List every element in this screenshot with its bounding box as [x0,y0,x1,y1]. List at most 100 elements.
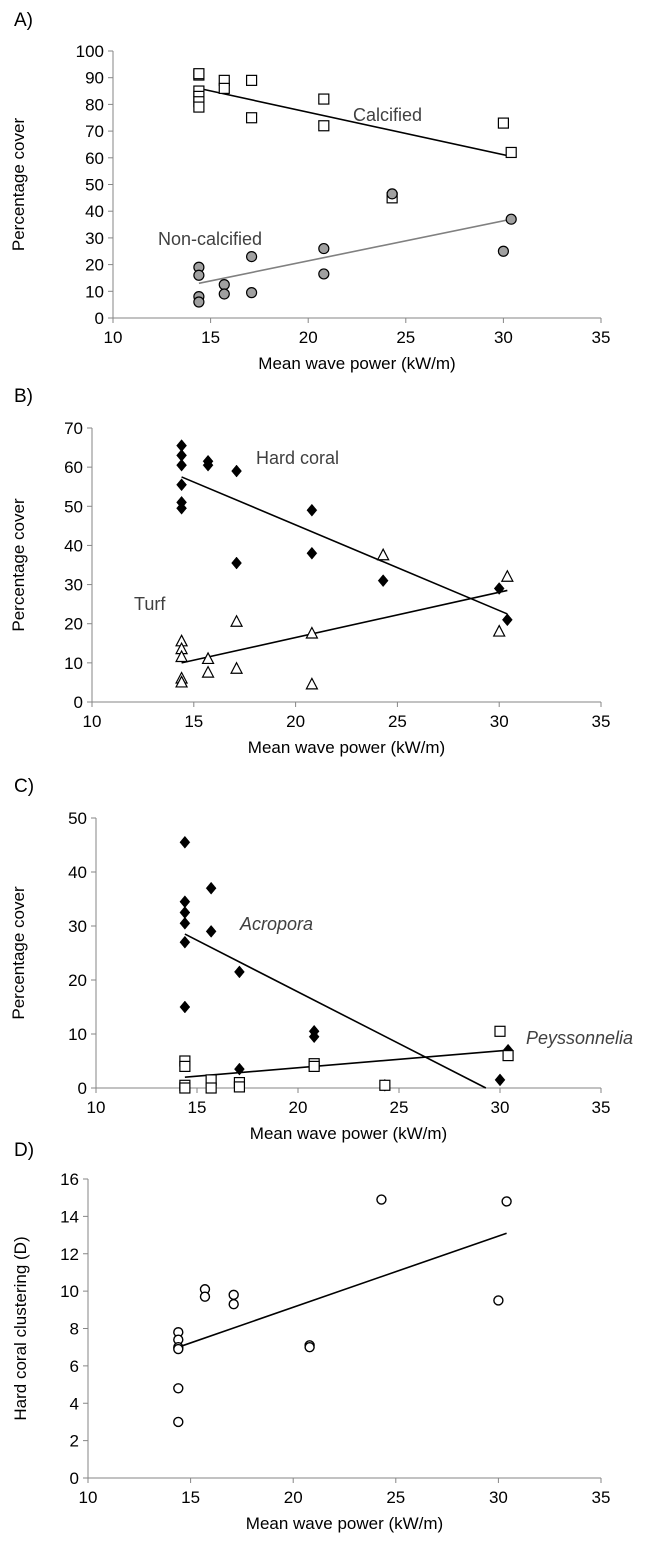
data-point [318,242,330,255]
x-tick-label: 10 [83,712,102,731]
data-point [176,458,187,472]
y-tick-label: 100 [76,42,104,61]
data-point [500,569,514,582]
panel-label: D) [14,1140,34,1161]
data-point [245,287,258,299]
x-axis-title: Mean wave power (kW/m) [248,738,445,757]
y-tick-label: 6 [70,1357,79,1376]
y-tick-label: 40 [85,202,104,221]
x-tick-label: 15 [184,712,203,731]
data-point [494,1025,506,1037]
data-point [306,546,318,560]
x-tick-label: 15 [201,328,220,347]
data-point [245,74,258,86]
y-tick-label: 70 [64,419,83,438]
x-tick-label: 25 [388,712,407,731]
x-tick-label: 20 [286,712,305,731]
chart-panel-d: D) 0 2 4 6 8 10 12 14 16 10 15 20 25 30 35 Mean wave pow… [11,1140,610,1533]
x-axis-title: Mean wave power (kW/m) [246,1514,443,1533]
panel-label: A) [14,10,33,31]
y-tick-label: 2 [70,1432,79,1451]
data-point [173,1343,184,1355]
x-tick-label: 10 [79,1488,98,1507]
data-point [193,296,205,308]
y-axis-title: Hard coral clustering (D) [11,1236,30,1420]
y-tick-label: 0 [95,309,104,328]
y-axis-title: Percentage cover [9,498,28,632]
y-tick-label: 4 [70,1394,79,1413]
data-point [245,250,258,263]
data-point [377,574,389,588]
data-point [201,665,215,678]
data-point [218,288,230,300]
y-tick-label: 10 [68,1025,87,1044]
data-point [497,245,509,257]
y-tick-label: 50 [85,176,104,195]
x-tick-label: 15 [188,1098,207,1117]
data-point [193,101,205,113]
series-1: Peyssonnelia [179,1025,633,1094]
x-axis-title: Mean wave power (kW/m) [258,354,455,373]
data-point [318,268,330,280]
y-tick-label: 60 [85,149,104,168]
x-axis-title: Mean wave power (kW/m) [250,1124,447,1143]
y-tick-label: 0 [74,693,83,712]
data-point [230,661,244,674]
data-point [173,1416,184,1428]
series-label: Non-calcified [158,229,262,249]
y-tick-label: 10 [85,282,104,301]
y-tick-label: 16 [60,1170,79,1189]
data-point [176,478,187,492]
trendline [178,1232,507,1348]
data-point [234,965,245,979]
series-0: Calcified [193,68,517,204]
data-point [494,1073,506,1087]
series-label: Peyssonnelia [526,1028,633,1048]
x-tick-label: 25 [390,1098,409,1117]
y-tick-label: 10 [64,654,83,673]
panel-label: B) [14,386,33,407]
y-tick-label: 60 [64,458,83,477]
data-point [502,1049,514,1062]
y-tick-label: 20 [85,256,104,275]
data-point [173,1383,184,1394]
data-point [179,935,191,949]
x-tick-label: 25 [386,1488,405,1507]
series-label: Hard coral [256,448,339,468]
y-tick-label: 90 [85,69,104,88]
data-point [218,82,230,94]
data-point [205,881,217,895]
data-point [505,146,517,159]
data-point [231,556,242,570]
data-point [306,503,318,517]
series-label: Turf [134,594,166,614]
y-tick-label: 20 [64,615,83,634]
x-tick-label: 30 [491,1098,510,1117]
data-point [230,614,244,627]
y-tick-label: 14 [60,1207,79,1226]
y-axis-title: Percentage cover [9,118,28,252]
data-point [502,613,513,627]
data-point [379,1079,391,1091]
y-tick-label: 30 [68,917,87,936]
x-tick-label: 20 [299,328,318,347]
data-point [179,916,191,930]
data-point [193,68,205,80]
data-point [305,626,319,639]
data-point [497,117,509,129]
trendline [198,218,512,285]
panel-label: C) [14,776,34,797]
x-tick-label: 35 [592,328,611,347]
data-point [492,624,506,637]
trendline [181,589,508,664]
y-tick-label: 40 [68,863,87,882]
x-tick-label: 15 [181,1488,200,1507]
data-point [305,677,319,690]
trendline [181,476,508,615]
data-point [201,651,215,665]
trendline [198,87,512,158]
data-point [318,120,330,132]
series-0 [173,1194,512,1428]
